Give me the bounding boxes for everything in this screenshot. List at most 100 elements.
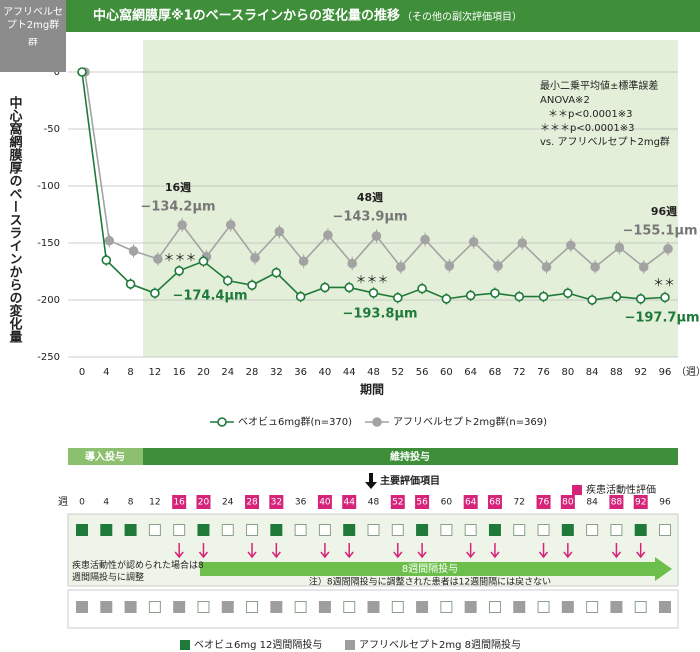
week-number: 32 xyxy=(271,498,282,508)
data-point xyxy=(611,291,622,302)
data-point xyxy=(587,295,597,305)
week-number: 60 xyxy=(441,498,453,508)
dose-square xyxy=(197,524,210,536)
x-unit: （週） xyxy=(676,366,700,378)
data-point xyxy=(465,290,476,301)
week-label: 週 xyxy=(58,496,68,508)
annotation: 16週 xyxy=(165,180,191,194)
data-point xyxy=(320,282,330,293)
dose-square xyxy=(440,601,453,613)
primary-label: 主要評価項目 xyxy=(380,474,440,487)
data-point xyxy=(541,262,552,272)
assessment-marker xyxy=(463,495,478,509)
stats-note: ANOVA※2 xyxy=(540,95,590,106)
stats-note: ＊＊p<0.0001※3 xyxy=(548,109,632,120)
assessment-label: 疾患活動性評価 xyxy=(586,483,656,496)
data-point xyxy=(150,288,160,298)
annotation: ＊＊＊ xyxy=(164,251,197,264)
dose-square xyxy=(246,601,259,613)
x-tick-label: 56 xyxy=(416,367,429,378)
annotation: ＊＊＊ xyxy=(356,273,389,286)
x-tick-label: 44 xyxy=(343,367,356,378)
data-point xyxy=(368,288,379,298)
phase-label: 維持投与 xyxy=(390,450,430,463)
assessment-arrow xyxy=(563,543,573,559)
assessment-arrow xyxy=(320,543,330,559)
assessment-arrow xyxy=(538,543,549,559)
data-point xyxy=(271,267,282,278)
stats-note: 最小二乗平均値±標準誤差 xyxy=(540,79,658,92)
assessment-marker xyxy=(342,495,357,509)
x-tick-label: 0 xyxy=(79,367,85,378)
dose-square xyxy=(610,601,623,613)
data-point xyxy=(468,237,479,247)
x-tick-label: 60 xyxy=(440,367,453,378)
x-tick-label: 28 xyxy=(246,367,259,378)
assessment-marker xyxy=(487,495,502,509)
dose-square xyxy=(659,601,671,613)
annotation: −193.8μm xyxy=(342,307,417,322)
x-tick-label: 52 xyxy=(391,367,404,378)
x-tick-label: 12 xyxy=(149,367,162,378)
dose-square xyxy=(416,601,429,613)
assessment-arrow xyxy=(344,543,354,559)
dose-square xyxy=(100,601,113,613)
dose-square xyxy=(343,601,356,613)
dose-square xyxy=(294,601,307,613)
assessment-marker xyxy=(415,495,430,509)
note: 注）8週間隔投与に調整された患者は12週間隔には戻さない xyxy=(309,576,551,588)
week-number: 56 xyxy=(416,498,428,508)
data-point xyxy=(225,219,236,230)
x-tick-label: 84 xyxy=(586,367,599,378)
week-number: 24 xyxy=(222,498,234,508)
assessment-marker xyxy=(560,495,575,509)
y-tick-label: -250 xyxy=(37,352,60,363)
y-tick-label: 0 xyxy=(54,67,60,78)
data-point xyxy=(177,220,187,230)
assessment-arrow xyxy=(271,543,281,559)
y-tick-label: -150 xyxy=(37,238,60,249)
dose-square xyxy=(513,524,526,536)
dose-square xyxy=(318,524,331,536)
subtitle: （その他の副次評価項目） xyxy=(402,10,522,23)
data-point xyxy=(660,292,670,303)
data-point xyxy=(347,258,358,269)
week-number: 16 xyxy=(173,498,185,508)
data-point xyxy=(514,291,525,302)
dose-square xyxy=(367,601,380,613)
data-point xyxy=(344,282,355,293)
phase-bar xyxy=(143,448,678,465)
week-number: 84 xyxy=(586,498,598,508)
data-point xyxy=(198,256,209,267)
data-point xyxy=(101,255,112,265)
x-tick-label: 40 xyxy=(319,367,332,378)
data-point xyxy=(590,262,600,272)
data-point xyxy=(125,279,136,289)
data-point xyxy=(638,262,649,272)
data-point xyxy=(444,260,455,271)
assessment-marker xyxy=(609,495,624,509)
group-label: アフリベルセプト2mg群 xyxy=(0,0,66,38)
legend-label: アフリベルセプト2mg 8週間隔投与 xyxy=(359,638,521,651)
data-point xyxy=(104,235,115,246)
data-point xyxy=(77,67,87,77)
dose-square xyxy=(173,601,186,613)
week-number: 44 xyxy=(343,498,355,508)
annotation: −134.2μm xyxy=(140,200,215,215)
week-number: 28 xyxy=(246,498,258,508)
dose-square xyxy=(221,524,234,536)
dose-square xyxy=(464,601,477,613)
x-tick-label: 96 xyxy=(659,367,672,378)
x-tick-label: 4 xyxy=(103,367,109,378)
phase-label: 導入投与 xyxy=(85,450,125,463)
dose-square xyxy=(343,524,356,536)
assessment-arrow xyxy=(636,543,646,559)
x-tick-label: 32 xyxy=(270,367,283,378)
week-number: 0 xyxy=(79,498,85,508)
legend-label: アフリベルセプト2mg群(n=369) xyxy=(393,415,547,428)
assessment-arrow xyxy=(611,543,622,559)
data-point xyxy=(298,256,309,267)
x-tick-label: 92 xyxy=(634,367,647,378)
data-point xyxy=(371,231,382,241)
